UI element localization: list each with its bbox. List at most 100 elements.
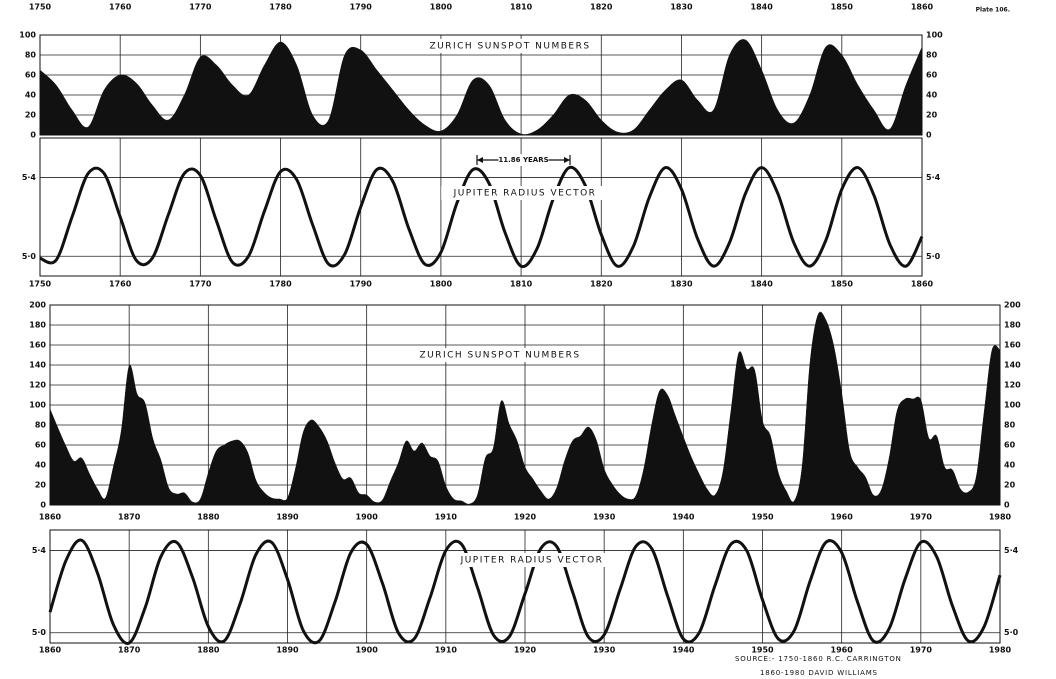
x-tick-label: 1800 [430, 3, 453, 12]
x-tick-label: 1860 [911, 280, 934, 289]
annotation-arrowhead [477, 157, 483, 163]
title-backing [448, 553, 616, 567]
x-tick-label: 1890 [276, 513, 299, 522]
y-tick-label: 40 [35, 461, 47, 470]
x-tick-label: 1970 [910, 513, 933, 522]
x-tick-label: 1870 [118, 513, 141, 522]
x-tick-label: 1980 [989, 513, 1012, 522]
y-tick-label: 0 [40, 501, 46, 510]
x-tick-label: 1790 [350, 3, 373, 12]
area [49, 311, 1001, 506]
y-tick-label: 20 [1004, 481, 1016, 490]
y-tick-label: 60 [25, 71, 37, 80]
y-tick-label: 200 [1004, 301, 1021, 310]
y-tick-label: 5·0 [22, 252, 37, 261]
y-tick-label: 0 [926, 131, 932, 140]
x-tick-label: 1890 [276, 646, 299, 655]
y-tick-label: 5·0 [32, 628, 47, 637]
area [39, 39, 923, 136]
x-tick-label: 1870 [118, 646, 141, 655]
x-tick-label: 1810 [510, 3, 533, 12]
x-tick-label: 1840 [751, 3, 774, 12]
line [48, 538, 1002, 645]
y-tick-label: 60 [1004, 441, 1016, 450]
x-tick-label: 1850 [831, 3, 854, 12]
annotation-backing [499, 154, 548, 166]
x-tick-label: 1930 [593, 513, 616, 522]
panel-title: ZURICH SUNSPOT NUMBERS [429, 42, 590, 52]
x-tick-label: 1780 [269, 280, 292, 289]
x-tick-label: 1900 [356, 513, 379, 522]
x-tick-label: 1970 [910, 646, 933, 655]
panel-title: ZURICH SUNSPOT NUMBERS [419, 351, 580, 361]
x-tick-label: 1920 [514, 513, 537, 522]
y-tick-label: 180 [29, 321, 46, 330]
y-tick-label: 5·4 [1004, 546, 1019, 555]
x-tick-label: 1880 [197, 513, 220, 522]
panel-title: JUPITER RADIUS VECTOR [460, 556, 604, 566]
y-tick-label: 5·0 [1004, 628, 1019, 637]
x-tick-label: 1910 [435, 513, 458, 522]
x-tick-label: 1800 [430, 280, 453, 289]
x-tick-label: 1880 [197, 646, 220, 655]
annotation-arrowhead [564, 157, 570, 163]
y-tick-label: 80 [1004, 421, 1016, 430]
y-tick-label: 0 [1004, 501, 1010, 510]
y-tick-label: 5·4 [22, 173, 37, 182]
y-tick-label: 60 [35, 441, 47, 450]
x-tick-label: 1920 [514, 646, 537, 655]
x-tick-label: 1850 [831, 280, 854, 289]
y-tick-label: 100 [1004, 401, 1021, 410]
x-tick-label: 1760 [109, 280, 132, 289]
y-tick-label: 5·0 [926, 252, 941, 261]
title-backing [412, 348, 588, 362]
x-tick-label: 1750 [29, 3, 52, 12]
y-tick-label: 80 [926, 51, 938, 60]
y-tick-label: 20 [926, 111, 938, 120]
source-line: SOURCE:- 1750-1860 R.C. CARRINGTON [735, 655, 902, 663]
y-tick-label: 5·4 [32, 546, 47, 555]
x-tick-label: 1840 [751, 280, 774, 289]
y-tick-label: 180 [1004, 321, 1021, 330]
x-tick-label: 1950 [751, 513, 774, 522]
panel-title: JUPITER RADIUS VECTOR [453, 189, 597, 199]
x-tick-label: 1760 [109, 3, 132, 12]
x-tick-label: 1900 [356, 646, 379, 655]
y-tick-label: 60 [926, 71, 938, 80]
line [39, 165, 924, 269]
x-tick-label: 1940 [672, 513, 695, 522]
x-tick-label: 1940 [672, 646, 695, 655]
y-tick-label: 140 [1004, 361, 1021, 370]
y-tick-label: 40 [1004, 461, 1016, 470]
y-tick-label: 80 [35, 421, 47, 430]
y-tick-label: 120 [1004, 381, 1021, 390]
title-backing [422, 39, 598, 53]
x-tick-label: 1770 [189, 280, 212, 289]
x-tick-label: 1780 [269, 3, 292, 12]
y-tick-label: 160 [1004, 341, 1021, 350]
y-tick-label: 40 [25, 91, 37, 100]
x-tick-label: 1830 [670, 3, 693, 12]
x-tick-label: 1910 [435, 646, 458, 655]
title-backing [441, 186, 609, 200]
y-tick-label: 200 [29, 301, 46, 310]
y-tick-label: 140 [29, 361, 46, 370]
x-tick-label: 1860 [911, 3, 934, 12]
y-tick-label: 40 [926, 91, 938, 100]
x-tick-label: 1820 [590, 3, 613, 12]
y-tick-label: 20 [25, 111, 37, 120]
annotation: 11.86 YEARS [498, 156, 548, 164]
x-tick-label: 1980 [989, 646, 1012, 655]
x-tick-label: 1810 [510, 280, 533, 289]
x-tick-label: 1960 [831, 513, 854, 522]
x-tick-label: 1790 [350, 280, 373, 289]
y-tick-label: 160 [29, 341, 46, 350]
x-tick-label: 1950 [751, 646, 774, 655]
x-tick-label: 1770 [189, 3, 212, 12]
x-tick-label: 1820 [590, 280, 613, 289]
x-tick-label: 1930 [593, 646, 616, 655]
x-tick-label: 1860 [39, 646, 62, 655]
x-tick-label: 1960 [831, 646, 854, 655]
